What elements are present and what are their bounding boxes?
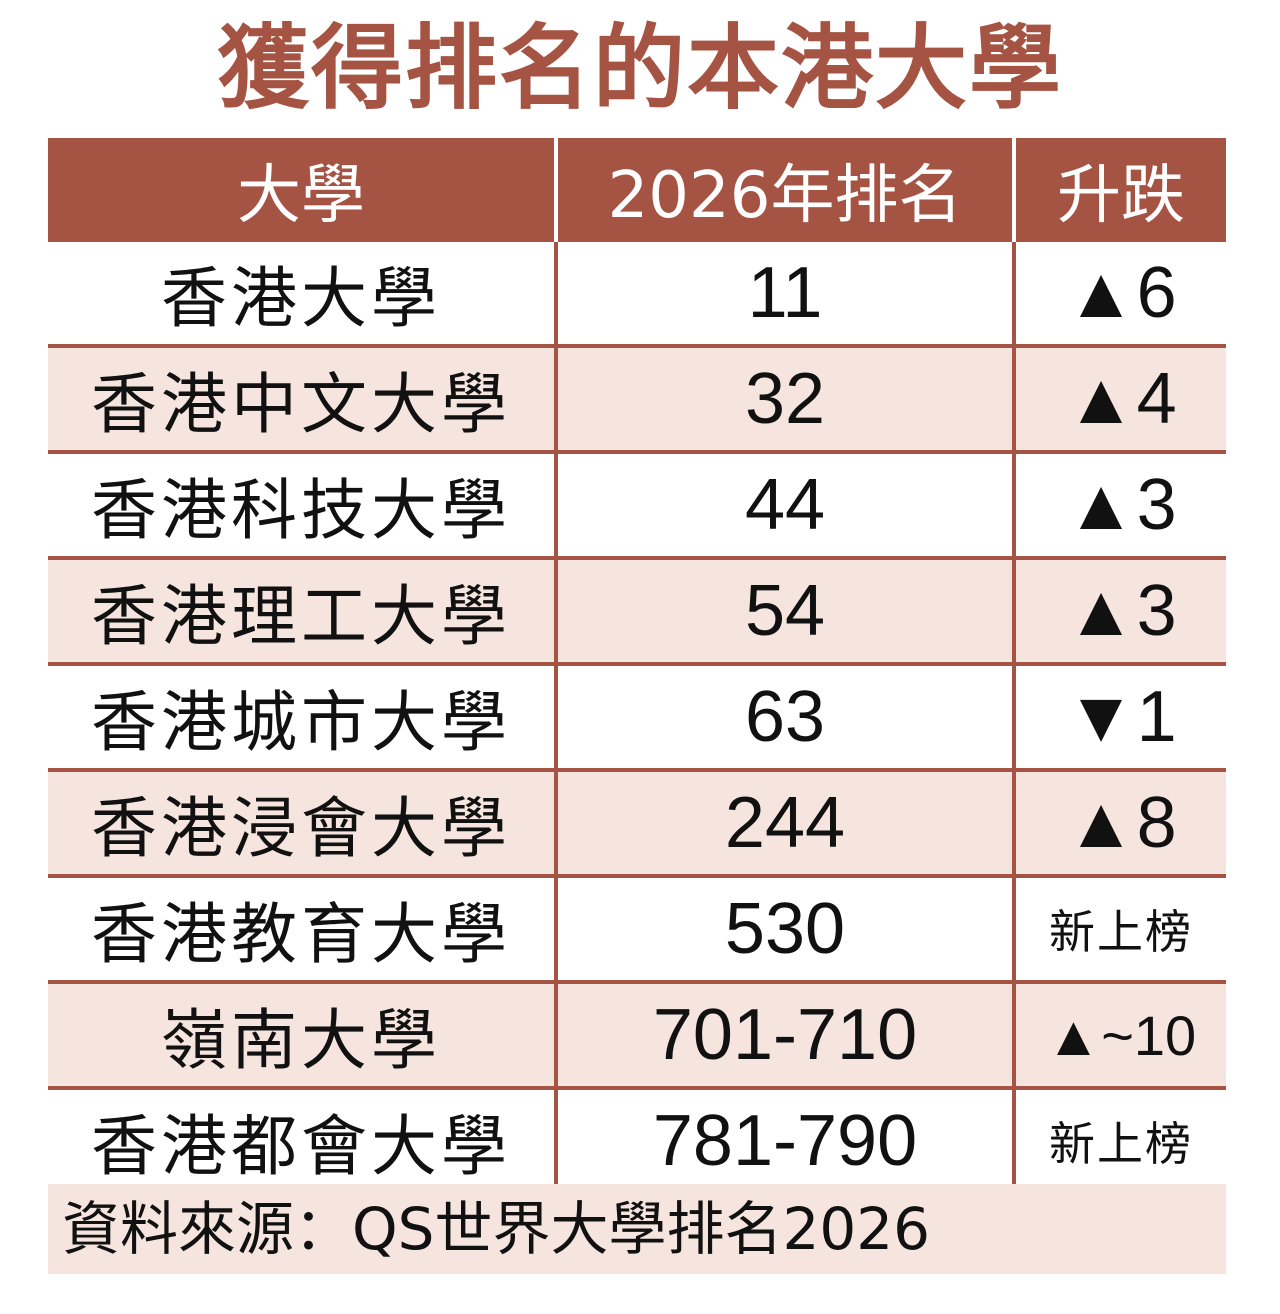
page-title: 獲得排名的本港大學: [216, 15, 1063, 122]
rank-value: 244: [554, 770, 1014, 878]
university-name: 香港中文大學: [48, 346, 556, 454]
rank-change: ▲4: [1012, 346, 1226, 454]
rank-value: 54: [554, 558, 1014, 666]
table-row: 香港理工大學 54 ▲3: [48, 558, 1226, 666]
university-name: 香港都會大學: [48, 1088, 556, 1196]
rank-change: ▲6: [1012, 242, 1226, 348]
table-row: 香港科技大學 44 ▲3: [48, 452, 1226, 560]
header-change: 升跌: [1012, 138, 1226, 242]
rank-value: 781-790: [554, 1088, 1014, 1196]
university-name: 香港科技大學: [48, 452, 556, 560]
table-row: 香港中文大學 32 ▲4: [48, 346, 1226, 454]
university-name: 香港浸會大學: [48, 770, 556, 878]
rank-change: ▲3: [1012, 452, 1226, 560]
university-name: 香港城市大學: [48, 664, 556, 772]
rank-value: 44: [554, 452, 1014, 560]
rank-change: 新上榜: [1012, 876, 1226, 984]
rank-value: 32: [554, 346, 1014, 454]
university-name: 香港教育大學: [48, 876, 556, 984]
table-row: 嶺南大學 701-710 ▲~10: [48, 982, 1226, 1090]
rank-value: 11: [554, 242, 1014, 348]
rank-change: 新上榜: [1012, 1088, 1226, 1196]
rank-change: ▲~10: [1012, 982, 1226, 1090]
table-header-row: 大學 2026年排名 升跌: [48, 138, 1226, 242]
table-row: 香港城市大學 63 ▼1: [48, 664, 1226, 772]
table-row: 香港浸會大學 244 ▲8: [48, 770, 1226, 878]
source-note: 資料來源：QS世界大學排名2026: [48, 1184, 1226, 1274]
rank-value: 701-710: [554, 982, 1014, 1090]
rank-value: 530: [554, 876, 1014, 984]
header-university: 大學: [48, 138, 556, 242]
header-rank: 2026年排名: [554, 138, 1014, 242]
rank-change: ▲3: [1012, 558, 1226, 666]
table-row: 香港教育大學 530 新上榜: [48, 876, 1226, 984]
university-name: 香港理工大學: [48, 558, 556, 666]
university-name: 香港大學: [48, 242, 556, 348]
rank-value: 63: [554, 664, 1014, 772]
university-name: 嶺南大學: [48, 982, 556, 1090]
rank-change: ▼1: [1012, 664, 1226, 772]
ranking-table: 大學 2026年排名 升跌 香港大學 11 ▲6 香港中文大學 32 ▲4 香港…: [48, 138, 1226, 1196]
table-row: 香港大學 11 ▲6: [48, 242, 1226, 348]
table-row: 香港都會大學 781-790 新上榜: [48, 1088, 1226, 1196]
rank-change: ▲8: [1012, 770, 1226, 878]
